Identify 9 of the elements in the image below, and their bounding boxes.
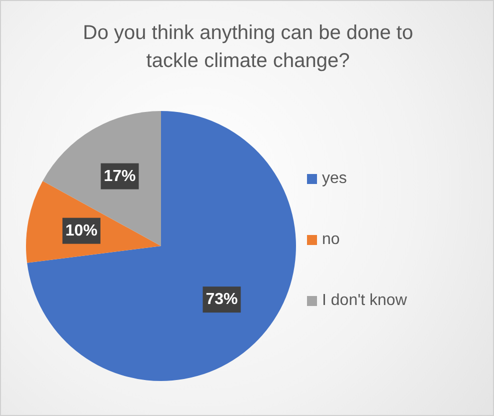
legend-label: I don't know [322,292,407,310]
legend-label: yes [322,170,347,188]
data-label: 73% [206,291,238,308]
pie-slice [42,111,161,246]
legend-label: no [322,231,340,249]
data-label: 17% [104,168,136,185]
chart-title: Do you think anything can be done to tackle climate change? [82,21,414,74]
pie-slice [27,111,296,381]
data-label: 10% [65,222,98,240]
